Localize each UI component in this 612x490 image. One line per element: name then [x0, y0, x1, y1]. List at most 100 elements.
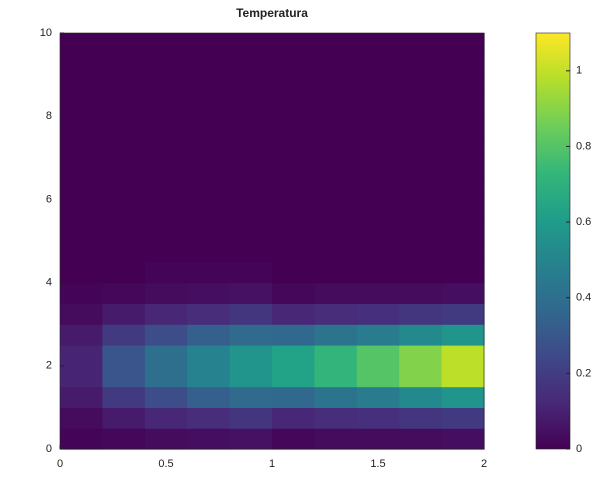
heat-cell	[144, 282, 188, 304]
heat-cell	[441, 74, 485, 96]
heat-cell	[314, 241, 358, 263]
x-tick-label: 0.5	[158, 458, 173, 470]
colorbar-tick-label: 0	[576, 443, 582, 455]
heat-cell	[356, 324, 400, 346]
heat-cell	[60, 261, 103, 284]
heat-cell	[102, 407, 146, 429]
heat-cell	[399, 345, 443, 367]
heat-cell	[187, 345, 231, 367]
heat-cell	[187, 241, 231, 263]
heat-cell	[441, 33, 485, 55]
heat-cell	[187, 95, 231, 117]
heat-cell	[314, 137, 358, 159]
heat-cell	[60, 428, 103, 450]
heat-cell	[187, 220, 231, 242]
heat-cell	[144, 407, 188, 429]
heat-cell	[144, 303, 188, 325]
heat-cell	[356, 178, 400, 200]
heat-cell	[144, 428, 188, 450]
heat-cell	[144, 386, 188, 408]
heat-cell	[60, 74, 103, 96]
heat-cell	[229, 178, 273, 200]
heat-cell	[272, 303, 315, 325]
heat-cell	[229, 261, 273, 284]
heat-cell	[144, 157, 188, 180]
colorbar-tick-label: 0.8	[576, 140, 591, 152]
y-tick-label: 10	[40, 27, 52, 39]
heat-cell	[102, 53, 146, 76]
heat-cell	[102, 220, 146, 242]
heat-cell	[272, 282, 315, 304]
heat-cell	[272, 428, 315, 450]
heat-cell	[356, 137, 400, 159]
heat-cell	[60, 386, 103, 408]
heat-cell	[60, 157, 103, 180]
heat-cell	[314, 95, 358, 117]
heat-cell	[441, 220, 485, 242]
heat-cell	[441, 157, 485, 180]
heat-cell	[102, 428, 146, 450]
heat-cell	[144, 137, 188, 159]
heat-cell	[441, 407, 485, 429]
heat-cell	[229, 241, 273, 263]
heat-cell	[187, 199, 231, 221]
chart-title: Temperatura	[236, 6, 308, 20]
heat-cell	[399, 303, 443, 325]
x-tick-label: 0	[57, 458, 63, 470]
heat-cell	[60, 345, 103, 367]
heat-cell	[60, 365, 103, 388]
heat-cell	[144, 178, 188, 200]
heat-cell	[441, 199, 485, 221]
heat-cell	[314, 53, 358, 76]
heat-cell	[441, 261, 485, 284]
heat-cell	[60, 178, 103, 200]
heat-cell	[272, 137, 315, 159]
heat-cell	[399, 157, 443, 180]
heat-cell	[102, 95, 146, 117]
heat-cell	[356, 407, 400, 429]
heat-cell	[144, 53, 188, 76]
heat-cell	[187, 261, 231, 284]
heat-cell	[102, 116, 146, 138]
heat-cell	[229, 33, 273, 55]
heat-cell	[60, 220, 103, 242]
heat-cell	[60, 407, 103, 429]
heat-cell	[187, 365, 231, 388]
heat-cell	[399, 365, 443, 388]
heat-cell	[187, 407, 231, 429]
heat-cell	[399, 95, 443, 117]
heat-cell	[60, 303, 103, 325]
heat-cell	[60, 241, 103, 263]
y-tick-label: 6	[46, 193, 52, 205]
heat-cell	[60, 116, 103, 138]
heat-cell	[272, 365, 315, 388]
heat-cell	[314, 407, 358, 429]
heat-cell	[272, 74, 315, 96]
heat-cell	[102, 282, 146, 304]
heat-cell	[441, 53, 485, 76]
heat-cell	[399, 220, 443, 242]
heat-cell	[60, 282, 103, 304]
heat-cell	[60, 137, 103, 159]
heat-cell	[144, 199, 188, 221]
heat-cell	[441, 365, 485, 388]
heat-cell	[187, 282, 231, 304]
heat-cell	[399, 116, 443, 138]
heat-cell	[187, 33, 231, 55]
x-tick-label: 1.5	[370, 458, 385, 470]
heat-cell	[314, 365, 358, 388]
heat-cell	[144, 95, 188, 117]
heat-cell	[441, 303, 485, 325]
heat-cell	[399, 199, 443, 221]
heat-cell	[399, 53, 443, 76]
heat-cell	[356, 261, 400, 284]
heat-cell	[102, 74, 146, 96]
heat-cell	[399, 407, 443, 429]
heat-cell	[314, 345, 358, 367]
heat-cell	[144, 324, 188, 346]
heat-cell	[356, 53, 400, 76]
heat-cell	[102, 241, 146, 263]
heat-cell	[441, 116, 485, 138]
heat-cell	[229, 324, 273, 346]
